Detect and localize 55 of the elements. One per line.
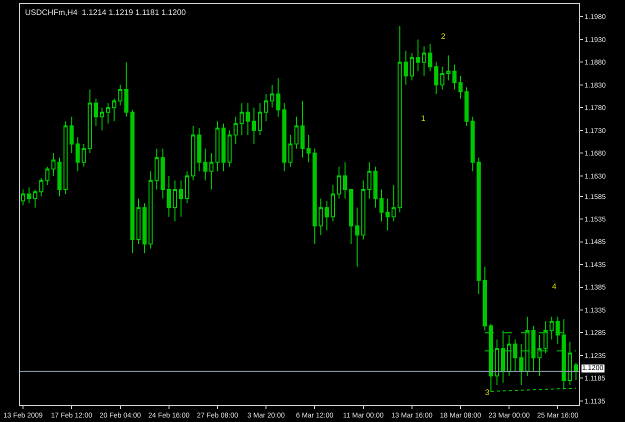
candlestick	[63, 120, 68, 195]
candlestick	[306, 134, 311, 163]
candlestick	[136, 198, 141, 245]
candlestick	[100, 107, 104, 131]
candlestick	[446, 54, 450, 81]
candlestick	[142, 202, 147, 254]
annotation: 1	[421, 114, 426, 123]
annotation: 4	[552, 282, 557, 291]
candlestick	[148, 170, 153, 250]
candlestick	[386, 198, 390, 231]
candlestick	[70, 116, 74, 154]
candlestick	[88, 88, 92, 154]
candlestick	[57, 157, 62, 197]
text: USDCHFm,H4 1.1214 1.1219 1.1181 1.1200	[25, 8, 186, 17]
candlestick	[379, 189, 384, 222]
candlestick	[373, 166, 378, 208]
candlestick	[178, 180, 184, 218]
candlestick	[367, 162, 372, 200]
candlestick	[300, 100, 305, 158]
candlestick	[324, 200, 329, 231]
candlestick	[416, 38, 420, 72]
candlestick	[288, 134, 292, 168]
candlestick	[330, 184, 336, 222]
candlestick	[246, 102, 250, 136]
candlestick	[166, 175, 171, 218]
candlestick	[45, 166, 50, 186]
candlestick	[422, 46, 426, 76]
candlestick	[94, 98, 98, 126]
candlestick	[464, 86, 469, 126]
candlestick	[51, 152, 56, 176]
candlestick	[20, 189, 26, 206]
candlestick	[428, 44, 432, 72]
candlestick	[294, 116, 299, 150]
candlestick	[209, 152, 214, 190]
candlestick	[130, 109, 134, 254]
candlestick	[106, 102, 110, 124]
candlestick	[221, 123, 226, 172]
candlestick	[185, 170, 190, 204]
candlestick	[452, 64, 457, 90]
candlestick	[568, 341, 572, 386]
candlestick	[228, 130, 232, 168]
candlestick	[215, 120, 220, 172]
candlestick	[410, 52, 414, 81]
candlestick	[349, 189, 354, 245]
candlestick	[27, 186, 32, 204]
candlestick	[172, 180, 178, 222]
candlestick	[264, 94, 268, 122]
annotation: 2	[441, 32, 446, 41]
annotation: 3	[485, 388, 490, 397]
candlestick	[574, 362, 578, 380]
candlestick	[252, 107, 256, 145]
candlestick	[458, 75, 463, 100]
candlestick	[258, 102, 262, 136]
candlestick	[342, 162, 348, 200]
candlestick	[336, 166, 342, 200]
